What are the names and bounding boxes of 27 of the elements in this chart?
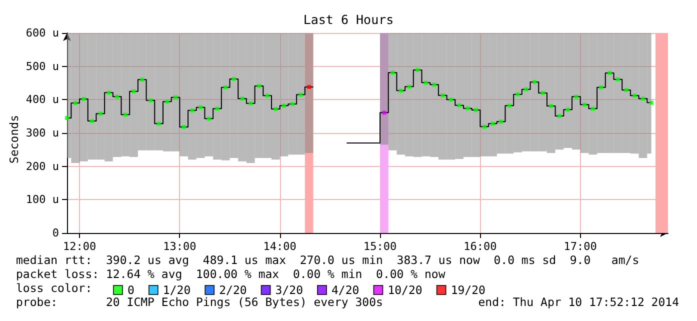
legend-label: 10/20	[388, 283, 422, 297]
legend-label: 1/20	[162, 283, 191, 297]
legend-label: 3/20	[275, 283, 304, 297]
y-tick-label: 400 u	[26, 93, 59, 106]
x-tick-label: 13:00	[163, 240, 196, 253]
y-tick-label: 200 u	[26, 160, 59, 173]
legend-label: 2/20	[219, 283, 247, 297]
y-tick-label: 100 u	[26, 193, 59, 206]
text: packet loss: 12.64 % avg 100.00 % max 0.00 % min 0.00 % now	[16, 267, 446, 281]
legend-label: 0	[128, 283, 134, 297]
chart-title: Last 6 Hours	[303, 12, 394, 27]
y-axis-title: Seconds	[7, 114, 21, 164]
x-tick-label: 12:00	[62, 240, 96, 253]
y-tick-label: 0	[52, 226, 59, 240]
y-tick-label: 300 u	[26, 126, 59, 140]
x-tick-label: 14:00	[263, 240, 296, 253]
x-tick-label: 16:00	[464, 240, 497, 253]
legend-label: 4/20	[332, 283, 360, 297]
legend-title: loss color:	[16, 281, 92, 295]
x-tick-label: 17:00	[564, 240, 597, 253]
x-tick-label: 15:00	[363, 240, 397, 253]
text: median rtt: 390.2 us avg 489.1 us max 270.0 us min 383.7 us now 0.0 ms sd 9.0 am/s	[16, 253, 640, 267]
y-tick-label: 600 u	[26, 26, 59, 40]
text: end: Thu Apr 10 17:52:12 2014	[478, 295, 680, 309]
text: probe: 20 ICMP Echo Pings (56 Bytes) every 300s	[16, 295, 383, 309]
legend-label: 19/20	[450, 283, 486, 297]
y-tick-label: 500 u	[26, 60, 59, 73]
